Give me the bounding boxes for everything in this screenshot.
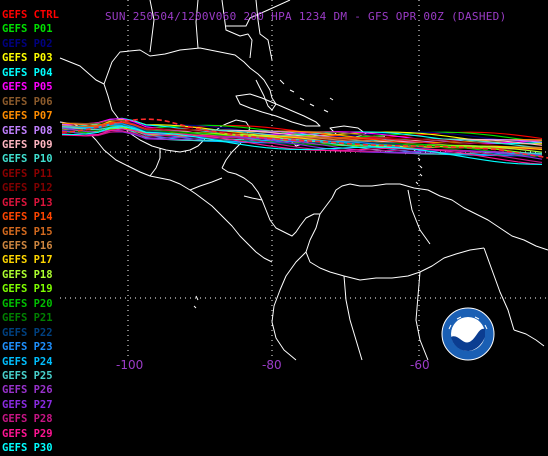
legend-entry: GEFS CTRL [2,9,59,21]
legend-entry: GEFS P04 [2,66,53,79]
legend-entry: GEFS P05 [2,81,53,94]
longitude-label-minus-80: -80 [262,358,282,372]
legend-entry: GEFS P13 [2,196,53,209]
legend-entry: GEFS P09 [2,138,53,151]
legend-entry: GEFS P11 [2,167,53,180]
ensemble-contour-line [61,125,543,165]
legend-entry: GEFS P21 [2,312,53,325]
longitude-label-minus-100: -100 [116,358,144,372]
legend-entry: GEFS P16 [2,240,53,252]
legend-entry: GEFS P06 [2,95,53,108]
legend-entry: GEFS P08 [2,124,53,137]
legend-entry: GEFS P30 [2,442,53,455]
legend-entry: GEFS P25 [2,369,53,382]
legend-entry: GEFS P27 [2,398,53,411]
legend-entry: GEFS P22 [2,326,53,339]
legend-entry: GEFS P18 [2,268,53,281]
legend-entry: GEFS P10 [2,153,53,166]
legend-entry: GEFS P14 [2,211,53,224]
legend-entry: GEFS P19 [2,283,53,296]
legend-entry: GEFS P26 [2,384,53,397]
map-canvas [59,0,548,361]
legend-entry: GEFS P28 [2,413,53,426]
ensemble-legend: GEFS CTRL GEFS P01 GEFS P02 GEFS P03 GEFS P0… [2,8,59,456]
legend-entry: GEFS P01 [2,23,53,36]
legend-entry: GEFS P23 [2,341,53,354]
legend-entry: GEFS P02 [2,37,53,50]
legend-entry: GEFS P29 [2,427,53,440]
noaa-logo [441,307,495,361]
longitude-label-minus-60: -60 [410,358,430,372]
ensemble-contours [61,117,543,165]
legend-entry: GEFS P07 [2,110,53,123]
legend-entry: GEFS P15 [2,225,53,238]
legend-entry: GEFS P12 [2,182,53,195]
chart-title: SUN 250504/1200V060 200 HPA 1234 DM - GF… [105,10,507,23]
operational-contour [61,118,548,159]
legend-entry: GEFS P20 [2,297,53,310]
legend-entry: GEFS P17 [2,254,53,267]
ensemble-contour-line [61,130,543,163]
legend-entry: GEFS P24 [2,355,53,368]
legend-entry: GEFS P03 [2,52,53,65]
